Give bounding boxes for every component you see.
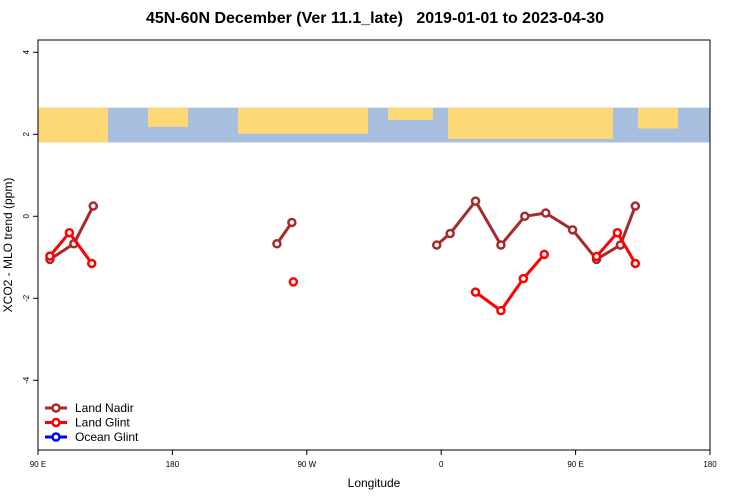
land-glint-point bbox=[470, 287, 481, 297]
legend-marker bbox=[51, 403, 61, 413]
land-nadir-point bbox=[287, 217, 297, 228]
land-nadir-point bbox=[272, 239, 282, 249]
x-axis-label: Longitude bbox=[347, 476, 401, 490]
land-nadir-point bbox=[540, 208, 551, 218]
land-glint-point bbox=[612, 227, 623, 238]
legend-marker bbox=[51, 417, 61, 428]
land-nadir-point bbox=[431, 240, 442, 250]
land-nadir-point bbox=[445, 228, 455, 239]
land-nadir-point bbox=[88, 201, 99, 211]
land-glint-point bbox=[539, 249, 549, 260]
x-tick-label: 180 bbox=[703, 460, 717, 469]
land-nadir-point bbox=[520, 211, 530, 222]
x-tick-label: 90 E bbox=[30, 460, 46, 469]
map-band-land bbox=[238, 107, 368, 134]
plot-frame bbox=[37, 39, 711, 451]
land-nadir-point bbox=[630, 201, 641, 211]
land-glint-point bbox=[630, 258, 641, 269]
land-nadir-point bbox=[567, 225, 578, 235]
map-band-land bbox=[38, 107, 108, 143]
land-glint-point bbox=[87, 258, 97, 269]
land-glint-point bbox=[64, 227, 75, 238]
land-glint-line bbox=[474, 253, 546, 313]
legend-label: Ocean Glint bbox=[75, 430, 139, 444]
map-band-land bbox=[148, 107, 188, 127]
chart-title: 45N-60N December (Ver 11.1_late) 2019-01… bbox=[145, 10, 605, 27]
x-tick-label: 90 W bbox=[297, 460, 316, 469]
x-tick-label: 180 bbox=[166, 460, 180, 469]
legend-marker bbox=[51, 432, 61, 442]
map-band-land bbox=[448, 107, 613, 140]
land-glint-line bbox=[48, 231, 93, 265]
land-glint-point bbox=[288, 277, 299, 287]
y-tick-label: 0 bbox=[22, 214, 31, 219]
land-nadir-line bbox=[435, 199, 637, 261]
map-band-land bbox=[638, 107, 678, 129]
x-tick-label: 90 E bbox=[567, 460, 583, 469]
land-glint-point bbox=[518, 273, 529, 284]
land-glint-point bbox=[45, 251, 55, 261]
legend-label: Land Nadir bbox=[75, 401, 134, 415]
land-nadir-point bbox=[496, 240, 506, 250]
land-glint-point bbox=[496, 305, 506, 316]
y-tick-label: 4 bbox=[22, 50, 31, 55]
y-tick-label: -2 bbox=[22, 294, 31, 302]
land-glint-point bbox=[591, 251, 602, 262]
map-band-land bbox=[388, 107, 433, 120]
legend-label: Land Glint bbox=[75, 416, 130, 430]
y-tick-label: -4 bbox=[22, 376, 31, 384]
y-tick-label: 2 bbox=[22, 132, 31, 137]
y-axis-label: XCO2 - MLO trend (ppm) bbox=[1, 177, 15, 313]
x-tick-label: 0 bbox=[439, 460, 444, 469]
land-nadir-point bbox=[470, 196, 481, 206]
